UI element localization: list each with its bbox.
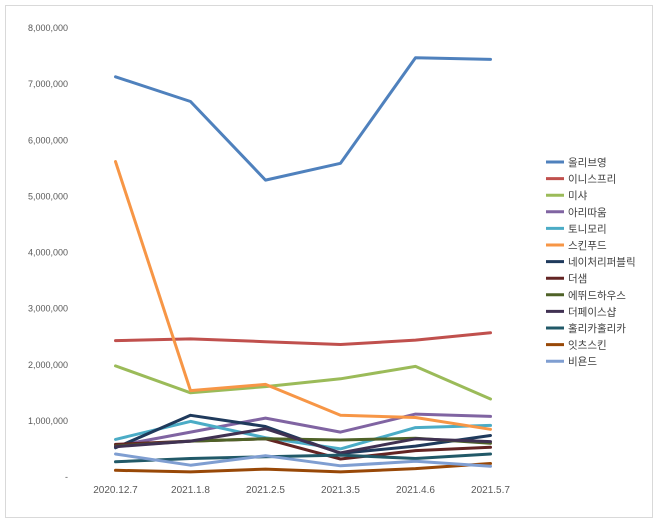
legend-label: 비욘드 (568, 356, 597, 368)
x-tick-label: 2021.4.6 (396, 485, 435, 496)
legend-label: 더샘 (568, 273, 587, 285)
legend: 올리브영이니스프리미샤아리따움토니모리스킨푸드네이처리퍼블릭더샘에뛰드하우스더페… (546, 157, 636, 368)
x-tick-label: 2021.1.8 (171, 485, 210, 496)
y-tick-label: 4,000,000 (28, 248, 68, 258)
series-line-5 (114, 419, 492, 451)
legend-label: 네이처리퍼블릭 (568, 257, 636, 269)
x-tick-label: 2021.3.5 (321, 485, 360, 496)
series-line-10 (114, 427, 492, 455)
x-tick-label: 2021.2.5 (246, 485, 285, 496)
series-lines (114, 56, 492, 474)
x-axis: 2020.12.7 2021.1.8 2021.2.5 2021.3.5 2021.4.… (93, 485, 510, 496)
y-tick-label: 7,000,000 (28, 79, 68, 89)
y-tick-label: 5,000,000 (28, 191, 68, 201)
x-tick-label: 2021.5.7 (471, 485, 510, 496)
series-line-2 (114, 331, 492, 346)
series-line-4 (114, 412, 492, 448)
legend-label: 토니모리 (568, 223, 607, 235)
y-axis: - 1,000,000 2,000,000 3,000,000 4,000,000 5,0… (28, 23, 68, 482)
legend-label: 잇츠스킨 (568, 340, 607, 352)
series-line-1 (114, 56, 492, 182)
y-tick-label: 8,000,000 (28, 23, 68, 33)
series-line-11 (114, 452, 492, 464)
y-tick-label: 1,000,000 (28, 416, 68, 426)
legend-label: 홀리카홀리카 (568, 322, 626, 335)
legend-label: 에뛰드하우스 (568, 289, 626, 302)
series-line-6 (114, 160, 492, 431)
legend-label: 이니스프리 (568, 174, 616, 186)
legend-label: 스킨푸드 (568, 240, 607, 252)
legend-label: 미샤 (568, 190, 588, 202)
legend-label: 더페이스샵 (568, 306, 617, 318)
series-line-3 (114, 364, 492, 401)
y-tick-label: - (65, 472, 68, 482)
y-tick-label: 3,000,000 (28, 304, 68, 314)
series-line-13 (114, 452, 492, 468)
x-tick-label: 2020.12.7 (93, 485, 138, 496)
chart-frame (5, 5, 653, 518)
legend-label: 아리따움 (568, 207, 607, 219)
y-tick-label: 2,000,000 (28, 360, 68, 370)
series-line-12 (114, 462, 492, 474)
legend-label: 올리브영 (568, 157, 607, 169)
y-tick-label: 6,000,000 (28, 135, 68, 145)
